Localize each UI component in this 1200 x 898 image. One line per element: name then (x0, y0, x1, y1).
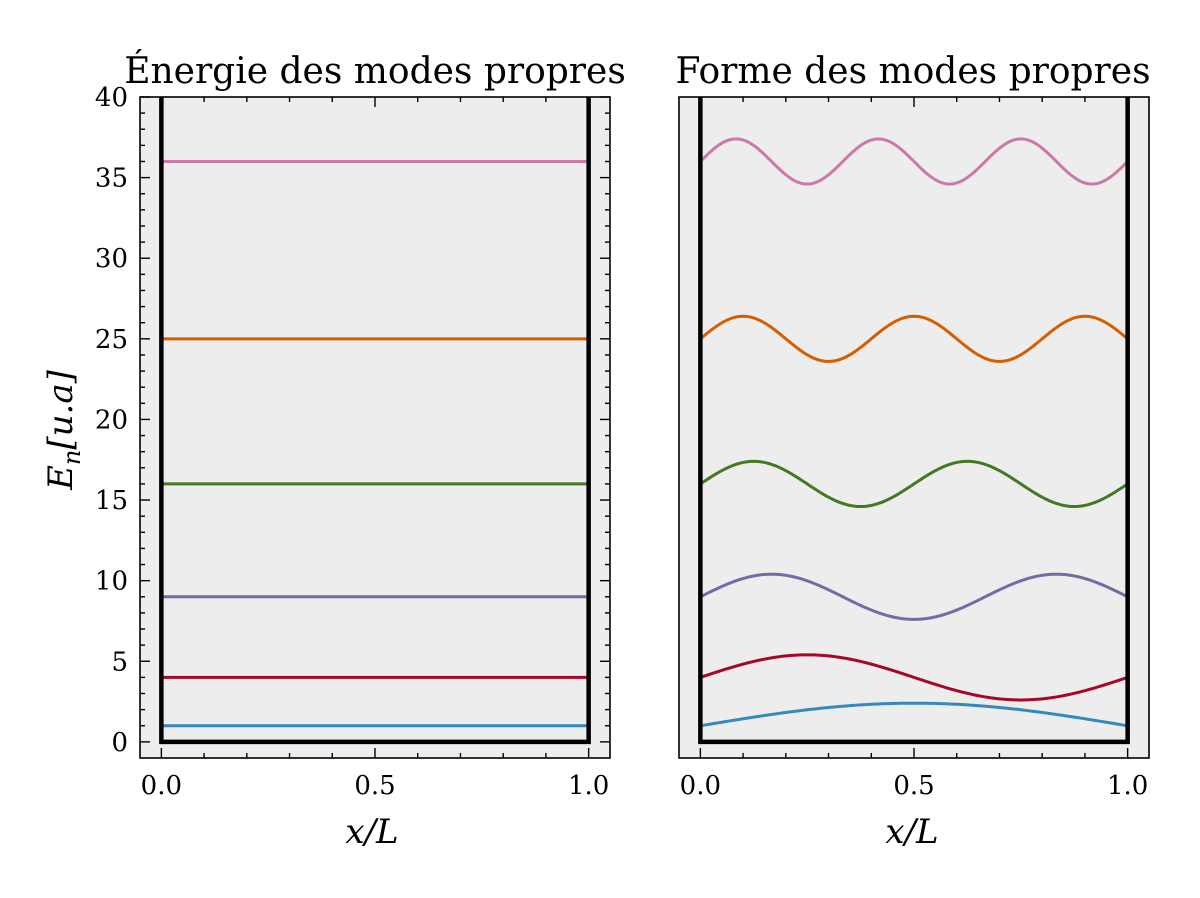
energy-plot-area (140, 97, 610, 758)
shape-line-n6 (699, 137, 1129, 186)
energy-y-tick-label: 40 (95, 83, 128, 113)
shape-line-n1 (700, 701, 1128, 728)
energy-y-tick-label: 25 (95, 325, 128, 355)
shape-x-tick-label: 0.5 (893, 771, 934, 801)
energy-chart-title: Énergie des modes propres (124, 50, 626, 92)
shape-line-n5 (699, 314, 1129, 363)
energy-x-tick-label: 0.0 (141, 771, 182, 801)
energy-y-tick-label: 0 (111, 728, 128, 758)
energy-well-walls (159, 97, 591, 745)
shape-line-n3 (699, 572, 1129, 621)
energy-plot-frame (139, 96, 611, 759)
shape-well-walls (698, 97, 1130, 745)
energy-levels-panel: 0.0 0.5 1.0 0 5 10 15 20 25 30 35 40 Énergie des mo… (41, 50, 626, 852)
shapes-plot-frame (678, 96, 1150, 759)
shapes-plot-area (679, 97, 1149, 758)
energy-x-tick-label: 0.5 (354, 771, 395, 801)
energy-y-tick-label: 5 (111, 647, 128, 677)
energy-y-tick-label: 35 (95, 164, 128, 194)
energy-y-tick-label: 15 (95, 486, 128, 516)
energy-y-tick-label: 10 (95, 567, 128, 597)
shape-x-tick-label: 1.0 (1107, 771, 1148, 801)
shape-line-n2 (699, 653, 1129, 702)
shapes-x-axis-label: x/L (885, 812, 938, 852)
energy-y-axis-label: En[u.a] (41, 369, 86, 491)
shapes-chart-title: Forme des modes propres (675, 51, 1150, 92)
mode-shapes-panel: 0.0 0.5 1.0 Forme des modes propres x/L (675, 51, 1150, 852)
energy-x-axis-label: x/L (345, 812, 398, 852)
shape-line-n4 (699, 459, 1129, 509)
energy-y-tick-label: 20 (95, 405, 128, 435)
energy-x-tick-label: 1.0 (568, 771, 609, 801)
shape-x-tick-label: 0.0 (680, 771, 721, 801)
energy-y-tick-label: 30 (95, 244, 128, 274)
